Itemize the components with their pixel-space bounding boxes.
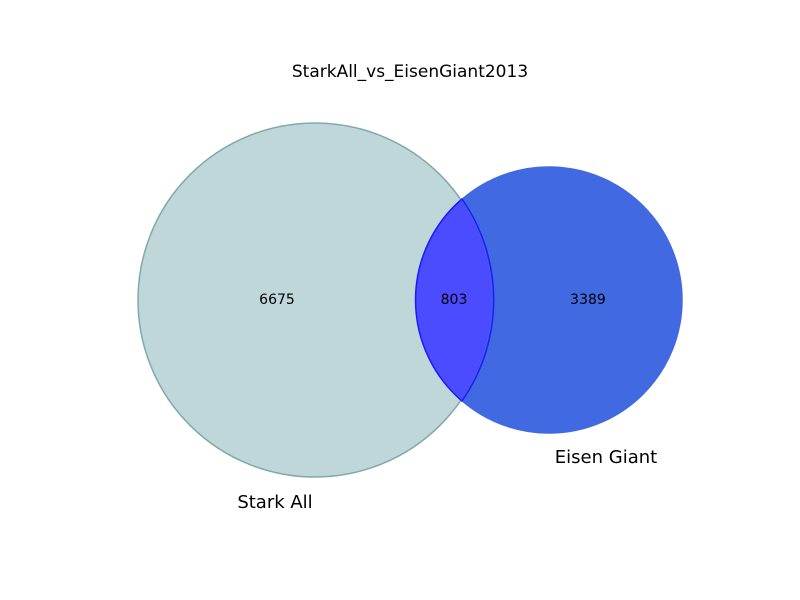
chart-title: StarkAll_vs_EisenGiant2013: [292, 62, 528, 82]
venn-intersection-outline: [414, 197, 495, 403]
count-eisen-giant-only: 3389: [570, 292, 606, 308]
count-intersection: 803: [441, 292, 468, 308]
set-label-stark-all: Stark All: [237, 492, 312, 513]
set-label-eisen-giant: Eisen Giant: [555, 447, 657, 468]
count-stark-all-only: 6675: [259, 292, 295, 308]
